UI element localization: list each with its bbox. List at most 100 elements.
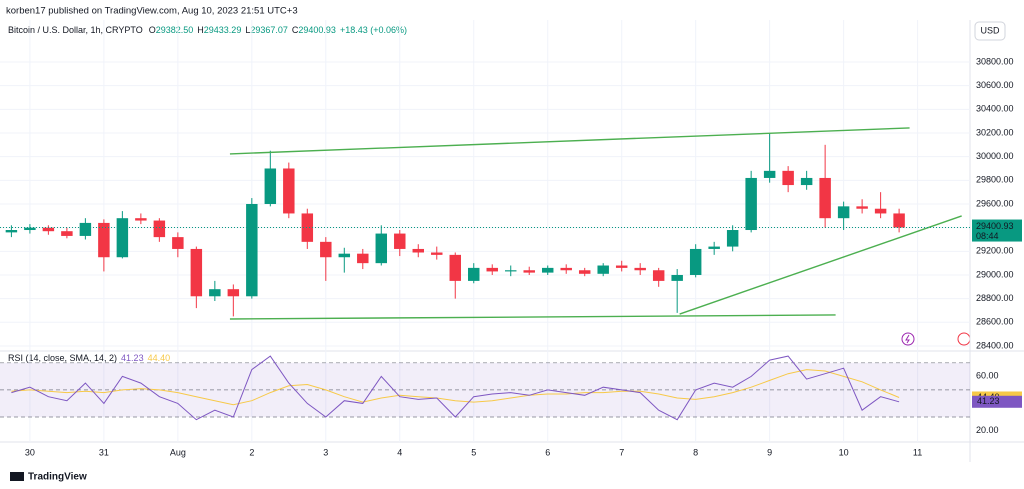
candle-body (782, 170, 794, 186)
symbol-legend: Bitcoin / U.S. Dollar, 1h, CRYPTO O29382.… (8, 25, 407, 35)
x-tick-label: 4 (397, 447, 402, 457)
candle-body (800, 177, 813, 186)
change: +18.43 (+0.06%) (340, 25, 407, 35)
currency-label: USD (980, 25, 1000, 35)
y-tick-label: 30800.00 (976, 56, 1014, 66)
trendline (229, 314, 836, 320)
ohlc-value: 29400.93 (298, 25, 336, 35)
candle-body (61, 231, 73, 236)
candle-body (745, 177, 757, 231)
y-tick-label: 30000.00 (976, 151, 1014, 161)
ohlc-value: 29382.50 (156, 25, 194, 35)
x-tick-label: 31 (99, 447, 109, 457)
y-tick-label: 29000.00 (976, 269, 1014, 279)
x-tick-label: 3 (323, 447, 328, 457)
x-tick-label: 8 (693, 447, 698, 457)
candle-body (468, 267, 480, 281)
x-tick-label: 9 (767, 447, 772, 457)
candle-body (135, 218, 147, 221)
rsi-ma-line (11, 369, 900, 406)
candle-body (763, 170, 776, 178)
rsi-value: 41.23 (121, 353, 144, 363)
countdown-label: 08:44 (976, 231, 999, 241)
logo-mark (10, 472, 24, 481)
candle-body (357, 253, 369, 264)
candle-body (560, 267, 572, 271)
candle-body (24, 227, 36, 231)
rsi-value-box (972, 395, 1022, 408)
candle-body (856, 206, 868, 209)
candle-body (320, 241, 332, 258)
candle-body (597, 265, 609, 274)
y-tick-label: 29600.00 (976, 198, 1014, 208)
y-tick-label: 29200.00 (976, 246, 1014, 256)
ohlc-key: H (197, 25, 204, 35)
candle-body (837, 206, 850, 219)
candle-body (726, 230, 739, 247)
candle-body (338, 253, 351, 258)
candle-body (708, 246, 720, 249)
candle-body (578, 270, 591, 274)
last-price-label: 29400.93 (976, 221, 1014, 231)
candle-body (523, 270, 535, 273)
currency-button[interactable] (974, 21, 1006, 41)
candle-body (5, 230, 18, 233)
candle-body (116, 218, 129, 258)
x-tick-label: 2 (249, 447, 254, 457)
y-tick-label: 30200.00 (976, 127, 1014, 137)
y-tick-label: 30400.00 (976, 104, 1014, 114)
candle-body (375, 233, 388, 264)
y-tick-label: 30600.00 (976, 80, 1014, 90)
candle-body (246, 203, 258, 297)
x-tick-label: 10 (839, 447, 849, 457)
candle-body (541, 267, 554, 273)
candle-body (615, 265, 628, 268)
footer-logo: TradingView (28, 472, 87, 483)
alert-icon[interactable] (901, 332, 915, 346)
rsi-tick-label: 60.00 (976, 371, 999, 381)
ohlc-value: 29433.29 (204, 25, 242, 35)
rsi-tick-label: 20.00 (976, 425, 999, 435)
y-tick-label: 28400.00 (976, 340, 1014, 350)
candle-body (505, 270, 517, 272)
candle-body (671, 274, 683, 281)
x-tick-label: Aug (170, 447, 186, 457)
candle-body (652, 270, 665, 281)
x-tick-label: 30 (25, 447, 35, 457)
candle-body (172, 237, 184, 249)
x-tick-label: 11 (913, 447, 922, 457)
rsi-value-box-label: 41.23 (977, 396, 1000, 406)
rsi-line (11, 355, 900, 421)
rsi-legend: RSI (14, close, SMA, 14, 2) 41.23 44.40 (8, 353, 170, 363)
ohlc-key: C (292, 25, 299, 35)
alert-icon-bolt (905, 334, 910, 344)
candle-body (264, 168, 277, 204)
publish-header: korben17 published on TradingView.com, A… (6, 6, 298, 17)
candle-body (449, 254, 461, 281)
event-icon[interactable] (957, 332, 971, 346)
ohlc-key: O (149, 25, 156, 35)
y-tick-label: 29800.00 (976, 175, 1014, 185)
trendline (229, 127, 910, 155)
rsi-ma-value: 44.40 (148, 353, 171, 363)
x-tick-label: 5 (471, 447, 476, 457)
y-tick-label: 28600.00 (976, 317, 1014, 327)
candle-body (634, 267, 646, 271)
rsi-title: RSI (14, close, SMA, 14, 2) (8, 353, 117, 363)
candle-body (227, 289, 240, 297)
candle-body (893, 213, 905, 228)
last-price-box (972, 219, 1022, 242)
candle-body (874, 208, 887, 214)
y-tick-label: 28800.00 (976, 293, 1014, 303)
candle-body (301, 213, 314, 242)
candle-body (819, 177, 831, 219)
candle-body (190, 248, 203, 297)
candle-body (42, 227, 55, 232)
x-tick-label: 7 (619, 447, 624, 457)
candle-body (283, 168, 295, 214)
candle-body (98, 222, 110, 258)
x-tick-label: 6 (545, 447, 550, 457)
candle-body (209, 289, 221, 297)
ohlc-key: L (245, 25, 250, 35)
